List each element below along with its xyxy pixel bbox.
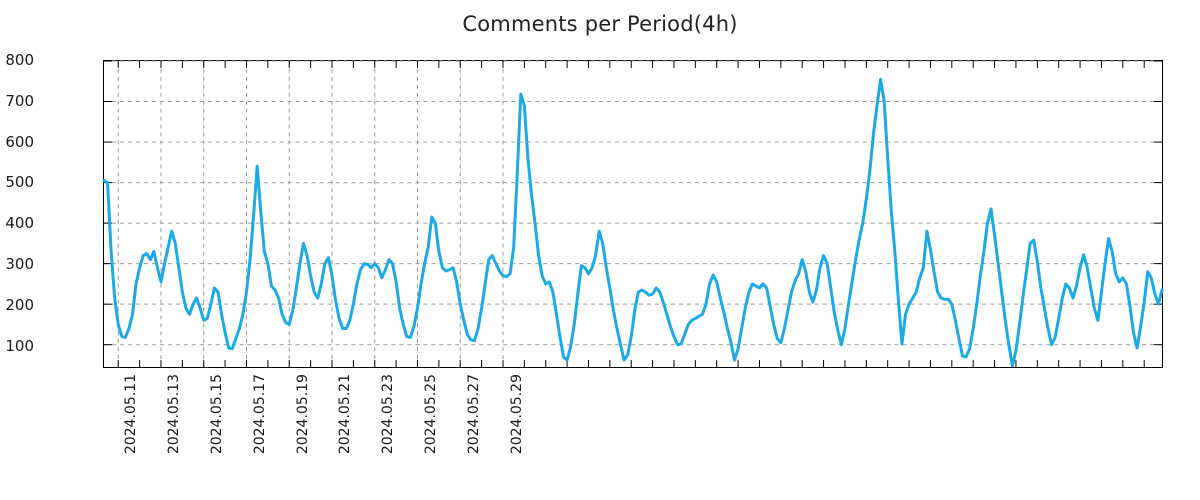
y-tick-label: 700	[5, 91, 34, 110]
gridlines	[104, 60, 1162, 367]
y-tick-label: 600	[5, 132, 34, 151]
chart-title: Comments per Period(4h)	[462, 12, 738, 36]
x-tick-label: 2024.05.21	[337, 374, 354, 455]
x-tick-label: 2024.05.13	[166, 374, 183, 455]
x-tick-label: 2024.05.23	[380, 374, 397, 455]
x-tick-label: 2024.05.11	[123, 374, 140, 455]
y-tick-label: 400	[5, 214, 34, 233]
x-tick-label: 2024.05.17	[251, 374, 268, 455]
y-tick-label: 800	[5, 51, 34, 69]
x-tick-label: 2024.05.15	[208, 374, 225, 455]
x-tick-label: 2024.05.27	[465, 374, 482, 455]
y-tick-label: 500	[5, 173, 34, 192]
y-tick-label: 200	[5, 295, 34, 314]
data-line	[102, 77, 1164, 368]
series-comments-per-period	[102, 77, 1164, 368]
y-tick-label: 300	[5, 254, 34, 273]
y-tick-label: 100	[5, 336, 34, 355]
x-tick-label: 2024.05.29	[508, 374, 525, 455]
x-tick-label: 2024.05.25	[423, 374, 440, 455]
plot-area	[102, 60, 1164, 368]
x-tick-label: 2024.05.19	[294, 374, 311, 455]
